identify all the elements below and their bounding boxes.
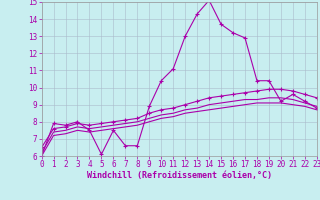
X-axis label: Windchill (Refroidissement éolien,°C): Windchill (Refroidissement éolien,°C) <box>87 171 272 180</box>
